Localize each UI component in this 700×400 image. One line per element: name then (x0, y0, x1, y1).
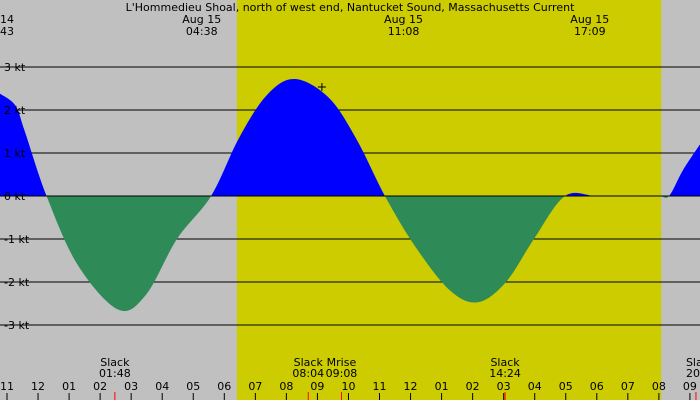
bottom-event-time: 08:04 (292, 367, 324, 380)
y-tick-label: 0 kt (4, 190, 26, 203)
top-event-day: Aug 15 (384, 13, 423, 26)
current-areas (0, 79, 700, 312)
y-tick-label: 3 kt (4, 61, 26, 74)
bottom-event-name: Slack (100, 356, 130, 369)
hour-tick-label: 06 (590, 380, 604, 393)
top-event-day: Aug 15 (182, 13, 221, 26)
hour-tick-labels: 11 12 01 02 03 04 05 06 07 08 09 10 11 12 01 02 03 04 05 06… (0, 380, 697, 400)
bottom-event-name: Slack (686, 356, 700, 369)
y-axis-labels: 3 kt 2 kt 1 kt 0 kt -1 kt -2 kt -3 kt (4, 61, 30, 332)
hour-tick-label: 04 (528, 380, 542, 393)
flood-area (0, 79, 700, 196)
y-tick-label: -2 kt (4, 276, 30, 289)
hour-tick-label: 09 (310, 380, 324, 393)
bottom-event-name: Slack (490, 356, 520, 369)
hour-tick-label: 08 (279, 380, 293, 393)
bottom-event-labels: Slack01:48Slack08:04Mrise09:08Slack14:24… (99, 356, 700, 400)
hour-tick-label: 04 (155, 380, 169, 393)
y-tick-label: -3 kt (4, 319, 30, 332)
hour-tick-label: 03 (124, 380, 138, 393)
hour-tick-label: 06 (217, 380, 231, 393)
bottom-event-name: Mrise (327, 356, 357, 369)
hour-tick-label: 11 (0, 380, 14, 393)
bottom-event-time: 20:33 (686, 367, 700, 380)
y-tick-label: 1 kt (4, 147, 26, 160)
hour-tick-label: 02 (93, 380, 107, 393)
top-event-day: 14 (0, 13, 14, 26)
hour-tick-label: 12 (404, 380, 418, 393)
top-event-time: 43 (0, 25, 14, 38)
top-event-day: Aug 15 (570, 13, 609, 26)
ebb-area (0, 196, 700, 312)
hour-tick-label: 07 (248, 380, 262, 393)
chart-title: L'Hommedieu Shoal, north of west end, Na… (126, 1, 575, 14)
hour-tick-label: 10 (341, 380, 355, 393)
bottom-event-time: 01:48 (99, 367, 131, 380)
hour-tick-label: 02 (466, 380, 480, 393)
top-event-time: 17:09 (574, 25, 606, 38)
hour-tick-label: 07 (621, 380, 635, 393)
hour-tick-label: 09 (683, 380, 697, 393)
y-tick-label: 2 kt (4, 104, 26, 117)
top-event-time: 04:38 (186, 25, 218, 38)
bottom-event-time: 14:24 (489, 367, 521, 380)
hour-tick-label: 01 (435, 380, 449, 393)
max-marker (317, 83, 326, 92)
bottom-event-time: 09:08 (326, 367, 358, 380)
hour-tick-label: 05 (559, 380, 573, 393)
bottom-event-name: Slack (294, 356, 324, 369)
y-tick-label: -1 kt (4, 233, 30, 246)
hour-tick-label: 05 (186, 380, 200, 393)
hour-tick-label: 01 (62, 380, 76, 393)
hour-tick-label: 03 (497, 380, 511, 393)
top-event-time: 11:08 (388, 25, 420, 38)
hour-tick-label: 11 (373, 380, 387, 393)
hour-tick-label: 12 (31, 380, 45, 393)
hour-tick-label: 08 (652, 380, 666, 393)
